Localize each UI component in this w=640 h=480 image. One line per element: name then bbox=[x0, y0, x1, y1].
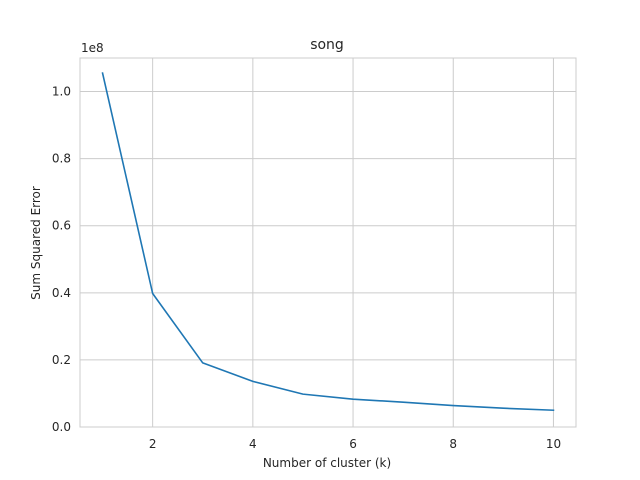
y-tick-label: 1.0 bbox=[52, 85, 71, 99]
y-tick-label: 0.2 bbox=[52, 353, 71, 367]
x-tick-label: 2 bbox=[149, 437, 157, 451]
tick-labels: 2 4 6 8 10 0.0 0.2 0.4 0.6 0.8 1.0 bbox=[52, 85, 561, 451]
y-axis-label: Sum Squared Error bbox=[29, 186, 43, 300]
x-tick-label: 4 bbox=[249, 437, 257, 451]
x-axis-label: Number of cluster (k) bbox=[263, 456, 391, 470]
y-tick-label: 0.0 bbox=[52, 420, 71, 434]
x-tick-label: 8 bbox=[449, 437, 457, 451]
sse-series-line bbox=[101, 72, 555, 412]
plot-area-frame bbox=[79, 57, 577, 428]
y-tick-label: 0.8 bbox=[52, 152, 71, 166]
series-layer bbox=[101, 72, 555, 412]
axes-spines bbox=[79, 57, 577, 428]
y-tick-label: 0.6 bbox=[52, 219, 71, 233]
y-axis-offset-text: 1e8 bbox=[81, 41, 104, 55]
chart-title: song bbox=[310, 37, 344, 53]
x-tick-label: 6 bbox=[349, 437, 357, 451]
y-tick-label: 0.4 bbox=[52, 286, 71, 300]
x-tick-label: 10 bbox=[546, 437, 561, 451]
